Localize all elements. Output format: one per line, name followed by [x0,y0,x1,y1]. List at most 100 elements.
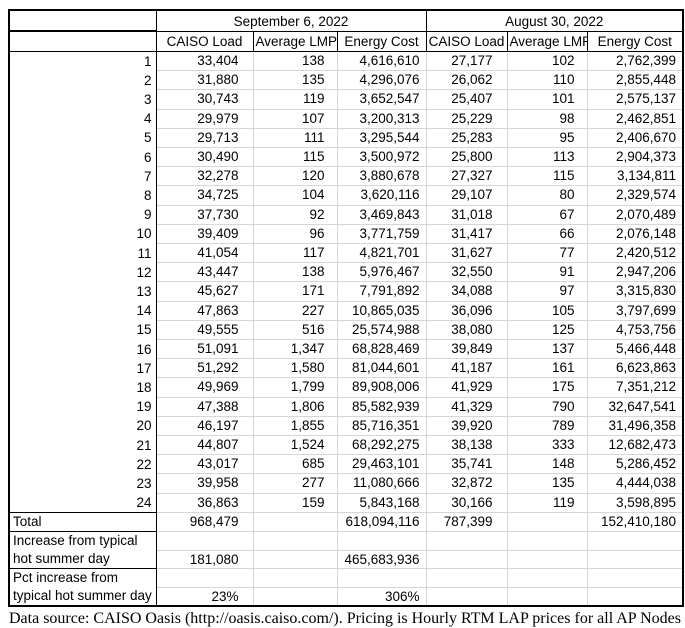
increase-aug-energy-cost [586,549,684,570]
aug-energy-cost-cell: 3,134,811 [586,166,684,187]
pct-increase-sept-average-lmp [252,586,338,607]
sept-average-lmp-cell: 138 [252,50,338,72]
sept-energy-cost-cell: 4,616,610 [336,50,427,72]
aug-energy-cost-cell: 2,329,574 [586,185,684,206]
total-aug-average-lmp [506,511,588,533]
aug-average-lmp-cell: 790 [506,396,588,417]
hour-label: 7 [8,166,157,186]
aug-energy-cost-cell: 2,076,148 [586,223,684,245]
sept-energy-cost-cell: 3,469,843 [336,204,427,225]
increase-sept-average-lmp [252,549,338,570]
hour-row: 23 39,958 277 11,080,666 32,872 135 4,444,038 [8,473,684,494]
aug-average-lmp-cell: 67 [506,204,588,225]
total-aug-caiso-load: 787,399 [425,511,508,533]
hour-row: 9 37,730 92 3,469,843 31,018 67 2,070,489 [8,204,684,225]
hour-row: 8 34,725 104 3,620,116 29,107 80 2,329,574 [8,185,684,206]
sept-caiso-load-cell: 45,627 [155,281,254,302]
sept-energy-cost-cell: 3,200,313 [336,108,427,129]
hour-row: 11 41,054 117 4,821,701 31,627 77 2,420,512 [8,243,684,264]
hour-row: 18 49,969 1,799 89,908,006 41,929 175 7,351,21… [8,377,684,398]
hour-label: 4 [8,109,157,129]
aug-average-lmp-cell: 113 [506,147,588,168]
aug-energy-cost-cell: 3,598,895 [586,492,684,513]
sept-caiso-load-cell: 44,807 [155,435,254,456]
hour-row: 1 33,404 138 4,616,610 27,177 102 2,762,399 [8,50,684,72]
sept-energy-cost-cell: 3,500,972 [336,147,427,168]
increase-label-line1: Increase from typical [13,533,138,549]
sept-energy-cost-cell: 7,791,892 [336,281,427,302]
aug-average-lmp-cell: 102 [506,50,588,72]
column-header-aug-average-lmp: Average LMP [506,30,588,52]
sept-energy-cost-cell: 85,582,939 [336,396,427,417]
sept-caiso-load-cell: 43,017 [155,454,254,475]
sept-caiso-load-cell: 36,863 [155,492,254,513]
increase-row-values: 181,080 465,683,936 [9,549,684,570]
sept-average-lmp-cell: 227 [252,300,338,321]
hour-row: 24 36,863 159 5,843,168 30,166 119 3,598,895 [8,492,684,513]
hour-row: 22 43,017 685 29,463,101 35,741 148 5,286,452 [8,454,684,475]
aug-average-lmp-cell: 105 [506,300,588,321]
column-header-aug-caiso-load: CAISO Load [425,30,508,52]
aug-caiso-load-cell: 27,327 [425,166,508,187]
hour-row: 17 51,292 1,580 81,044,601 41,187 161 6,623,86… [8,358,684,379]
hour-label: 14 [8,301,157,321]
hour-row: 14 47,863 227 10,865,035 36,096 105 3,797,699 [8,300,684,321]
sept-caiso-load-cell: 49,555 [155,319,254,341]
aug-caiso-load-cell: 38,080 [425,319,508,341]
total-sept-caiso-load: 968,479 [155,511,254,533]
hour-label: 6 [8,147,157,167]
sept-average-lmp-cell: 92 [252,204,338,225]
aug-average-lmp-cell: 148 [506,454,588,475]
aug-caiso-load-cell: 32,550 [425,262,508,283]
sept-energy-cost-cell: 85,716,351 [336,415,427,437]
aug-energy-cost-cell: 2,904,373 [586,147,684,168]
aug-energy-cost-cell: 7,351,212 [586,377,684,398]
increase-aug-average-lmp [506,549,588,570]
hour-label: 24 [8,493,157,513]
total-label: Total [8,511,157,532]
sept-energy-cost-cell: 3,295,544 [336,127,427,149]
aug-energy-cost-cell: 2,947,206 [586,262,684,283]
hour-label: 5 [8,128,157,148]
corner-cell [8,9,157,32]
sept-caiso-load-cell: 46,197 [155,415,254,437]
aug-average-lmp-cell: 77 [506,243,588,264]
sept-energy-cost-cell: 89,908,006 [336,377,427,398]
aug-caiso-load-cell: 34,088 [425,281,508,302]
aug-energy-cost-cell: 2,575,137 [586,89,684,110]
sept-energy-cost-cell: 3,652,547 [336,89,427,110]
aug-caiso-load-cell: 25,229 [425,108,508,129]
aug-energy-cost-cell: 3,797,699 [586,300,684,321]
aug-energy-cost-cell: 3,315,830 [586,281,684,302]
column-header-aug-energy-cost: Energy Cost [586,30,684,52]
sept-average-lmp-cell: 1,347 [252,339,338,360]
sept-caiso-load-cell: 41,054 [155,243,254,264]
hour-row: 3 30,743 119 3,652,547 25,407 101 2,575,137 [8,89,684,110]
sept-average-lmp-cell: 96 [252,223,338,245]
sept-average-lmp-cell: 117 [252,243,338,264]
sept-average-lmp-cell: 1,524 [252,435,338,456]
sept-average-lmp-cell: 111 [252,127,338,149]
hour-label: 19 [8,397,157,417]
hour-label: 15 [8,320,157,340]
sept-caiso-load-cell: 30,490 [155,147,254,168]
aug-energy-cost-cell: 32,647,541 [586,396,684,417]
aug-caiso-load-cell: 39,920 [425,415,508,437]
sept-caiso-load-cell: 34,725 [155,185,254,206]
column-header-row: CAISO Load Average LMP Energy Cost CAISO… [8,30,684,52]
aug-caiso-load-cell: 41,929 [425,377,508,398]
hour-label: 20 [8,416,157,436]
aug-average-lmp-cell: 161 [506,358,588,379]
sept-caiso-load-cell: 37,730 [155,204,254,225]
sept-caiso-load-cell: 51,292 [155,358,254,379]
sept-energy-cost-cell: 3,880,678 [336,166,427,187]
aug-average-lmp-cell: 115 [506,166,588,187]
hour-label: 2 [8,70,157,90]
sept-energy-cost-cell: 10,865,035 [336,300,427,321]
aug-average-lmp-cell: 95 [506,127,588,149]
pct-increase-sept-caiso-load: 23% [155,586,254,607]
sept-energy-cost-cell: 3,771,759 [336,223,427,245]
hour-label: 23 [8,473,157,494]
aug-energy-cost-cell: 4,444,038 [586,473,684,494]
aug-energy-cost-cell: 6,623,863 [586,358,684,379]
